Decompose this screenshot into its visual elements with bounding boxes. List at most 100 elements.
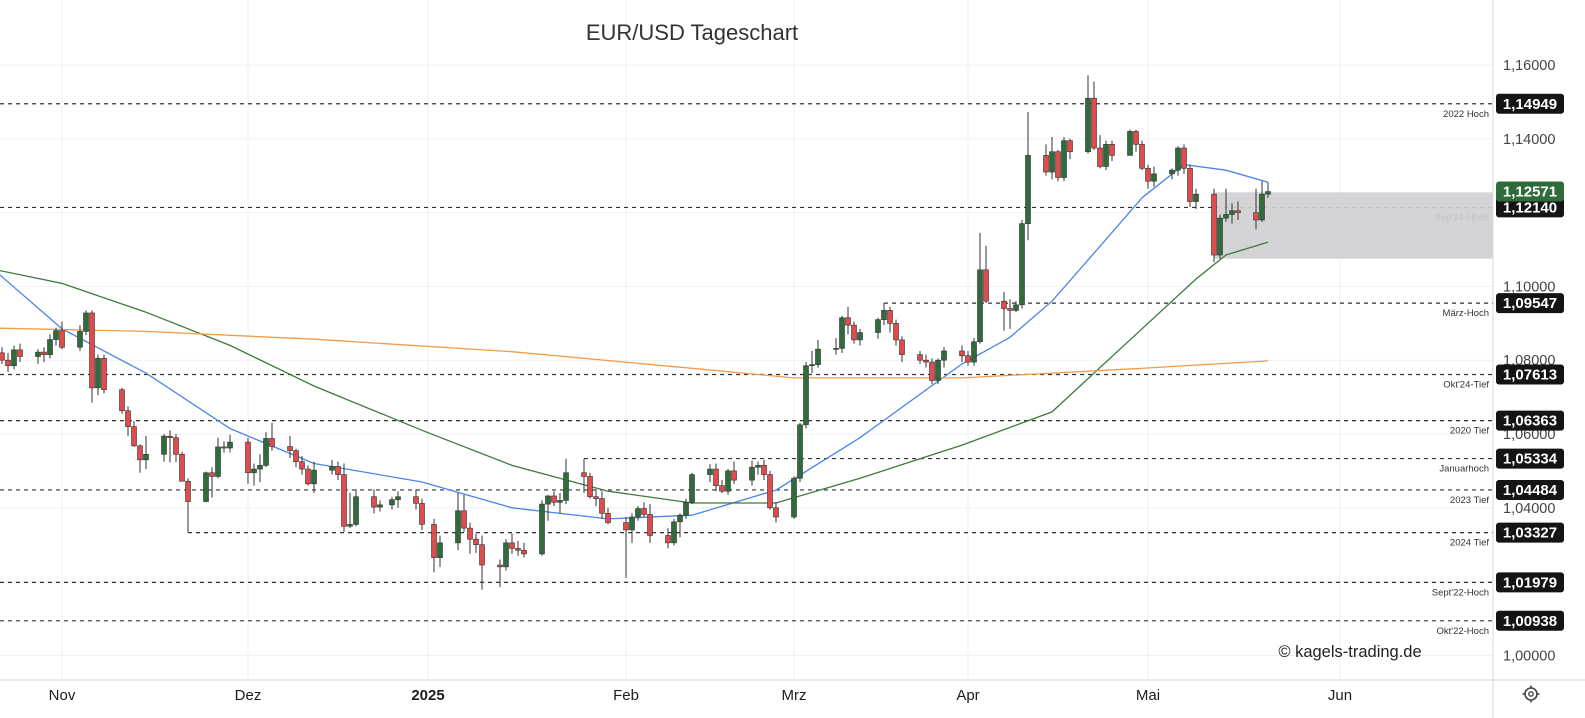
candle-body xyxy=(377,504,383,508)
candle-body xyxy=(677,514,683,523)
candle-body xyxy=(167,435,173,438)
candle-body xyxy=(647,514,653,536)
candle-body xyxy=(419,503,425,525)
candle-body xyxy=(11,349,17,367)
candle-body xyxy=(371,496,377,508)
candle-body xyxy=(269,438,275,447)
candle-body xyxy=(125,410,131,427)
candle-body xyxy=(1211,193,1217,256)
candle-body xyxy=(41,351,47,355)
price-badge xyxy=(1496,293,1564,314)
price-badge-label: 1,07613 xyxy=(1503,366,1557,383)
candle-body xyxy=(983,269,989,302)
candle-body xyxy=(1187,168,1193,202)
price-badge xyxy=(1496,410,1564,431)
candle-body xyxy=(563,472,569,501)
candle-body xyxy=(293,450,299,462)
candle-body xyxy=(1223,214,1229,219)
candle-body xyxy=(287,446,293,451)
price-badge xyxy=(1496,197,1564,218)
settings-gear-icon[interactable] xyxy=(1522,685,1540,703)
x-axis-label: Jun xyxy=(1328,687,1352,704)
candle-body xyxy=(1025,155,1031,224)
candle-body xyxy=(179,453,185,482)
candle-body xyxy=(1013,304,1019,311)
level-label: Sept'22-Hoch xyxy=(1432,587,1489,598)
candle-body xyxy=(1145,168,1151,182)
moving-average-line xyxy=(0,163,1269,520)
candle-body xyxy=(467,527,473,540)
candle-body xyxy=(83,312,89,332)
candle-body xyxy=(719,485,725,492)
candle-body xyxy=(851,324,857,341)
candle-body xyxy=(95,358,101,389)
x-axis-label: Mai xyxy=(1136,687,1160,704)
candle-body xyxy=(137,445,143,461)
y-tick-label: 1,00000 xyxy=(1503,648,1555,664)
candle-body xyxy=(881,310,887,320)
candle-body xyxy=(17,349,23,357)
price-badge-label: 1,00938 xyxy=(1503,613,1557,630)
candle-body xyxy=(887,310,893,324)
price-badge xyxy=(1496,572,1564,593)
y-tick-label: 1,06000 xyxy=(1503,427,1555,443)
candle-body xyxy=(479,544,485,566)
x-axis-label: Nov xyxy=(49,687,76,704)
candle-body xyxy=(47,339,53,355)
candle-body xyxy=(551,495,557,503)
candle-body xyxy=(875,319,881,333)
candle-body xyxy=(119,389,125,412)
candle-body xyxy=(1229,210,1235,215)
candle-body xyxy=(857,332,863,341)
level-label: 2022 Hoch xyxy=(1443,109,1489,120)
candle-body xyxy=(1055,151,1061,178)
candle-body xyxy=(539,503,545,555)
candle-body xyxy=(257,465,263,470)
candle-body xyxy=(755,465,761,468)
candle-body xyxy=(35,351,41,357)
x-axis-label: Mrz xyxy=(782,687,807,704)
candle-body xyxy=(917,354,923,361)
candle-body xyxy=(941,350,947,361)
candle-body xyxy=(557,500,563,503)
candle-body xyxy=(707,468,713,475)
price-badge-label: 1,01979 xyxy=(1503,574,1557,591)
candle-body xyxy=(1085,97,1091,153)
x-axis-label: Feb xyxy=(613,687,639,704)
candle-body xyxy=(353,496,359,525)
moving-average-line xyxy=(0,327,1269,379)
candle-body xyxy=(461,510,467,529)
candle-body xyxy=(809,364,815,367)
candle-body xyxy=(299,461,305,470)
candle-body xyxy=(503,542,509,568)
candle-body xyxy=(1169,169,1175,175)
price-badge-label: 1,03327 xyxy=(1503,525,1557,542)
candle-body xyxy=(497,564,503,568)
current-price-badge xyxy=(1496,181,1564,202)
candle-body xyxy=(1139,144,1145,169)
price-badge-label: 1,05334 xyxy=(1503,451,1558,468)
candle-body xyxy=(845,317,851,326)
candle-body xyxy=(227,441,233,449)
candle-body xyxy=(245,441,251,474)
candle-body xyxy=(251,468,257,474)
candle-body xyxy=(839,317,845,349)
candle-body xyxy=(725,470,731,492)
candle-body xyxy=(143,453,149,461)
candle-body xyxy=(347,524,353,527)
candle-body xyxy=(1043,155,1049,173)
candle-body xyxy=(173,437,179,455)
candle-body xyxy=(791,477,797,518)
y-tick-label: 1,14000 xyxy=(1503,132,1555,148)
candle-body xyxy=(545,495,551,505)
candle-body xyxy=(1001,300,1007,309)
candle-body xyxy=(977,269,983,343)
price-badge xyxy=(1496,448,1564,469)
candle-body xyxy=(893,322,899,341)
candle-body xyxy=(971,341,977,363)
candle-body xyxy=(629,516,635,531)
level-label: 2020 Tief xyxy=(1450,426,1489,437)
candle-body xyxy=(1193,193,1199,202)
